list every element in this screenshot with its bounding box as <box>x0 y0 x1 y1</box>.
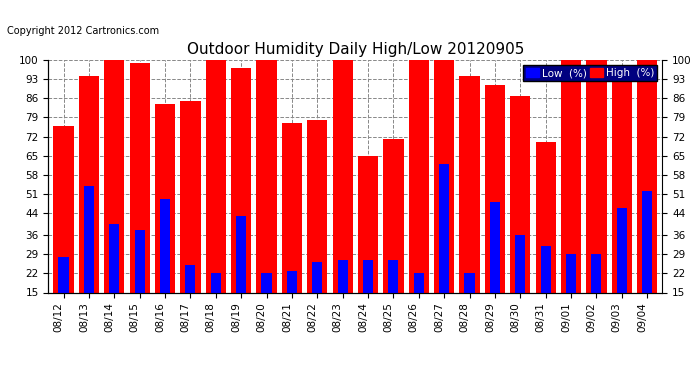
Bar <box>287 271 297 333</box>
Bar <box>180 101 201 333</box>
Bar <box>515 235 525 333</box>
Bar <box>535 142 556 333</box>
Bar <box>591 254 602 333</box>
Legend: Low  (%), High  (%): Low (%), High (%) <box>523 65 657 81</box>
Bar <box>510 96 531 333</box>
Bar <box>464 273 475 333</box>
Bar <box>135 230 145 333</box>
Bar <box>109 224 119 333</box>
Bar <box>155 104 175 333</box>
Bar <box>83 186 94 333</box>
Bar <box>236 216 246 333</box>
Bar <box>414 273 424 333</box>
Title: Outdoor Humidity Daily High/Low 20120905: Outdoor Humidity Daily High/Low 20120905 <box>187 42 524 57</box>
Bar <box>408 60 429 333</box>
Bar <box>307 120 328 333</box>
Bar <box>637 60 658 333</box>
Bar <box>485 85 505 333</box>
Bar <box>257 60 277 333</box>
Bar <box>540 246 551 333</box>
Bar <box>611 82 632 333</box>
Bar <box>337 260 348 333</box>
Bar <box>312 262 322 333</box>
Bar <box>186 265 195 333</box>
Bar <box>79 76 99 333</box>
Bar <box>262 273 272 333</box>
Bar <box>210 273 221 333</box>
Bar <box>460 76 480 333</box>
Bar <box>59 257 68 333</box>
Bar <box>586 60 607 333</box>
Bar <box>383 140 404 333</box>
Bar <box>358 156 378 333</box>
Bar <box>363 260 373 333</box>
Bar <box>561 60 581 333</box>
Bar <box>160 200 170 333</box>
Bar <box>439 164 449 333</box>
Bar <box>333 60 353 333</box>
Bar <box>434 60 454 333</box>
Bar <box>388 260 399 333</box>
Bar <box>130 63 150 333</box>
Bar <box>104 60 124 333</box>
Bar <box>490 202 500 333</box>
Bar <box>566 254 576 333</box>
Bar <box>231 68 251 333</box>
Bar <box>617 208 627 333</box>
Bar <box>642 191 652 333</box>
Bar <box>53 126 74 333</box>
Bar <box>282 123 302 333</box>
Bar <box>206 60 226 333</box>
Text: Copyright 2012 Cartronics.com: Copyright 2012 Cartronics.com <box>7 26 159 36</box>
